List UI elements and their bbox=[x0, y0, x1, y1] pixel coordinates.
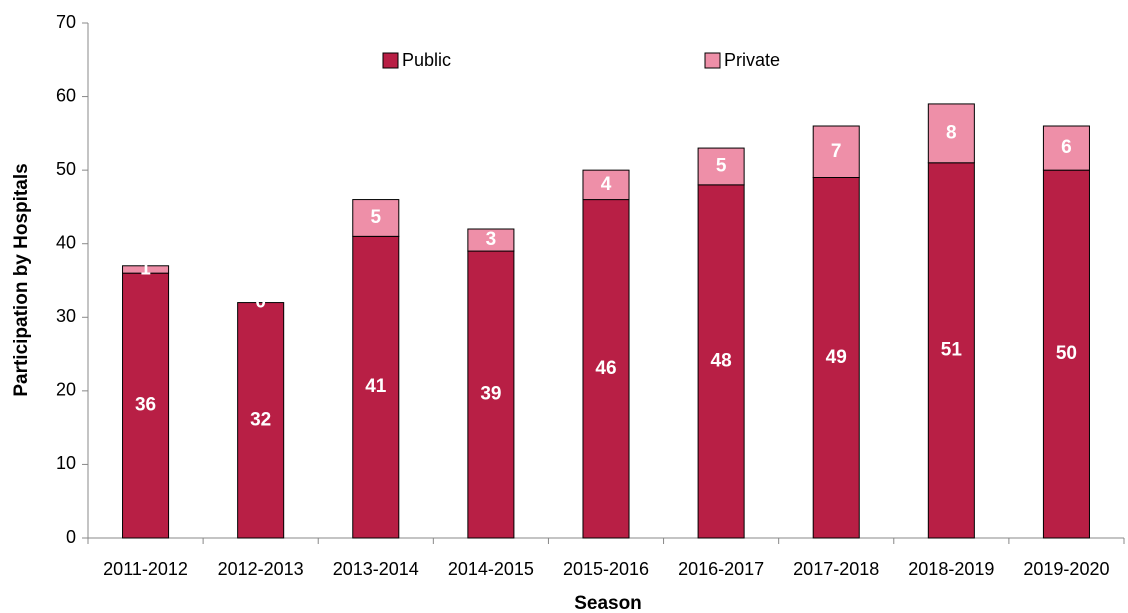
data-label: 4 bbox=[601, 174, 612, 195]
bar-segment bbox=[122, 265, 170, 274]
data-label: 46 bbox=[595, 358, 616, 379]
y-tick-label: 40 bbox=[56, 232, 76, 252]
data-label: 5 bbox=[370, 207, 381, 228]
data-label: 6 bbox=[1061, 137, 1072, 158]
bar-segment bbox=[1042, 169, 1090, 539]
y-tick-label: 10 bbox=[56, 453, 76, 473]
x-axis-title: Season bbox=[574, 593, 642, 613]
y-tick-label: 20 bbox=[56, 380, 76, 400]
bar-segment bbox=[237, 302, 285, 539]
data-label: 3 bbox=[486, 229, 497, 250]
y-tick-label: 50 bbox=[56, 159, 76, 179]
bar-segment bbox=[697, 184, 745, 539]
data-label: 8 bbox=[946, 122, 957, 143]
data-label: 50 bbox=[1056, 343, 1077, 364]
data-label: 7 bbox=[831, 141, 842, 162]
bar-segment bbox=[927, 103, 975, 164]
data-label: 36 bbox=[135, 395, 156, 416]
x-tick-label: 2016-2017 bbox=[678, 559, 764, 579]
y-tick-label: 0 bbox=[66, 527, 76, 547]
bar-segment bbox=[467, 250, 515, 539]
y-tick-label: 70 bbox=[56, 12, 76, 32]
data-label: 32 bbox=[250, 409, 271, 430]
y-tick-label: 60 bbox=[56, 85, 76, 105]
x-tick-label: 2011-2012 bbox=[103, 559, 188, 579]
x-tick-label: 2017-2018 bbox=[793, 559, 879, 579]
data-label: 51 bbox=[941, 339, 963, 360]
bar-segment bbox=[812, 177, 860, 539]
legend-label: Private bbox=[724, 50, 780, 70]
y-tick-label: 30 bbox=[56, 306, 76, 326]
x-tick-label: 2013-2014 bbox=[333, 559, 419, 579]
bar-segment bbox=[697, 147, 745, 186]
x-tick-label: 2012-2013 bbox=[218, 559, 304, 579]
legend-swatch bbox=[704, 52, 721, 69]
bar-segment bbox=[352, 235, 400, 539]
x-tick-label: 2018-2019 bbox=[908, 559, 994, 579]
data-label: 5 bbox=[716, 155, 727, 176]
x-tick-label: 2019-2020 bbox=[1023, 559, 1109, 579]
bar-segment bbox=[1042, 125, 1090, 171]
legend-label: Public bbox=[402, 50, 451, 70]
bar-segment bbox=[812, 125, 860, 178]
bar-segment bbox=[122, 272, 170, 539]
y-axis-title: Participation by Hospitals bbox=[11, 163, 32, 396]
bar-segment bbox=[467, 228, 515, 252]
bar-segment bbox=[352, 199, 400, 237]
data-label: 39 bbox=[480, 384, 501, 405]
bar-segment bbox=[927, 162, 975, 539]
bar-segment bbox=[582, 169, 630, 201]
data-label: 41 bbox=[365, 376, 387, 397]
data-label: 0 bbox=[255, 292, 266, 313]
x-tick-label: 2014-2015 bbox=[448, 559, 534, 579]
data-label: 1 bbox=[140, 258, 151, 279]
data-label: 49 bbox=[826, 347, 847, 368]
bar-segment bbox=[582, 199, 630, 539]
legend-swatch bbox=[382, 52, 399, 69]
data-label: 48 bbox=[711, 350, 732, 371]
x-tick-label: 2015-2016 bbox=[563, 559, 649, 579]
